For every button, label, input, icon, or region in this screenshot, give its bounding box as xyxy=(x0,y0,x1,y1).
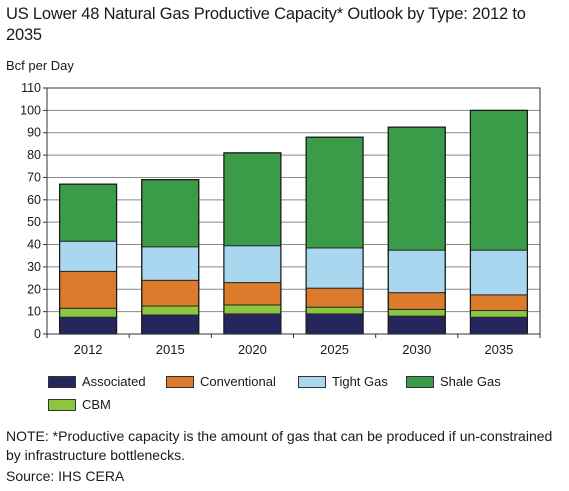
bar-segment-conventional xyxy=(141,279,200,307)
legend-item-tight-gas: Tight Gas xyxy=(298,374,388,390)
bar-segment-tight-gas xyxy=(223,245,282,284)
y-tick-label: 50 xyxy=(27,215,41,229)
bar-segment-conventional xyxy=(387,292,446,310)
y-tick-label: 30 xyxy=(27,260,41,274)
y-tick-label: 40 xyxy=(27,238,41,252)
y-tick-label: 70 xyxy=(27,170,41,184)
legend-label: CBM xyxy=(82,397,111,412)
bar-segment-shale-gas xyxy=(305,136,364,249)
bar-segment-shale-gas xyxy=(223,152,282,247)
x-tick-label: 2012 xyxy=(74,342,103,357)
bar-segment-shale-gas xyxy=(141,179,200,248)
bar-segment-cbm xyxy=(223,304,282,315)
y-tick-label: 90 xyxy=(27,126,41,140)
bar-segment-cbm xyxy=(469,310,528,318)
chart-source: Source: IHS CERA xyxy=(6,468,125,484)
x-tick-label: 2015 xyxy=(156,342,185,357)
x-tick-label: 2020 xyxy=(238,342,267,357)
bar-segment-associated xyxy=(141,314,200,335)
bar-segment-conventional xyxy=(59,270,118,309)
x-tick-label: 2025 xyxy=(320,342,349,357)
bar-segment-associated xyxy=(387,315,446,335)
bar-segment-cbm xyxy=(305,306,364,315)
x-tick-label: 2035 xyxy=(484,342,513,357)
bar-segment-conventional xyxy=(305,287,364,308)
x-tick-label: 2030 xyxy=(402,342,431,357)
legend-item-conventional: Conventional xyxy=(166,374,276,390)
bar-segment-tight-gas xyxy=(469,249,528,296)
chart-note: NOTE: *Productive capacity is the amount… xyxy=(6,428,553,463)
y-tick-label: 10 xyxy=(27,305,41,319)
legend-item-shale-gas: Shale Gas xyxy=(406,374,501,390)
legend-label: Shale Gas xyxy=(440,374,501,389)
bar-segment-tight-gas xyxy=(387,249,446,294)
bar-segment-cbm xyxy=(387,308,446,317)
legend-swatch xyxy=(298,375,326,388)
bar-segment-associated xyxy=(59,316,118,335)
y-tick-label: 80 xyxy=(27,148,41,162)
plot-frame xyxy=(46,87,541,335)
bar-segment-associated xyxy=(305,313,364,335)
legend-label: Tight Gas xyxy=(332,374,388,389)
chart-title: US Lower 48 Natural Gas Productive Capac… xyxy=(6,5,526,44)
bar-segment-tight-gas xyxy=(141,246,200,281)
bar-segment-associated xyxy=(223,313,282,335)
bar-segment-shale-gas xyxy=(387,126,446,251)
legend-item-cbm: CBM xyxy=(48,397,111,413)
bar-segment-tight-gas xyxy=(305,247,364,289)
y-tick-label: 60 xyxy=(27,193,41,207)
legend-swatch xyxy=(48,398,76,411)
legend-label: Associated xyxy=(82,374,146,389)
legend-swatch xyxy=(166,375,194,388)
bar-segment-conventional xyxy=(469,294,528,312)
legend-label: Conventional xyxy=(200,374,276,389)
bar-segment-cbm xyxy=(59,307,118,318)
y-tick-label: 110 xyxy=(21,81,41,95)
legend-item-associated: Associated xyxy=(48,374,146,390)
legend-swatch xyxy=(48,375,76,388)
bar-segment-associated xyxy=(469,316,528,335)
bar-segment-shale-gas xyxy=(59,183,118,242)
y-unit-label: Bcf per Day xyxy=(6,58,74,73)
y-tick-label: 20 xyxy=(27,282,41,296)
bar-segment-tight-gas xyxy=(59,240,118,272)
legend-swatch xyxy=(406,375,434,388)
bar-segment-cbm xyxy=(141,305,200,316)
y-tick-label: 0 xyxy=(34,327,41,341)
bar-segment-conventional xyxy=(223,282,282,306)
y-tick-label: 100 xyxy=(20,103,41,117)
bar-segment-shale-gas xyxy=(469,109,528,251)
